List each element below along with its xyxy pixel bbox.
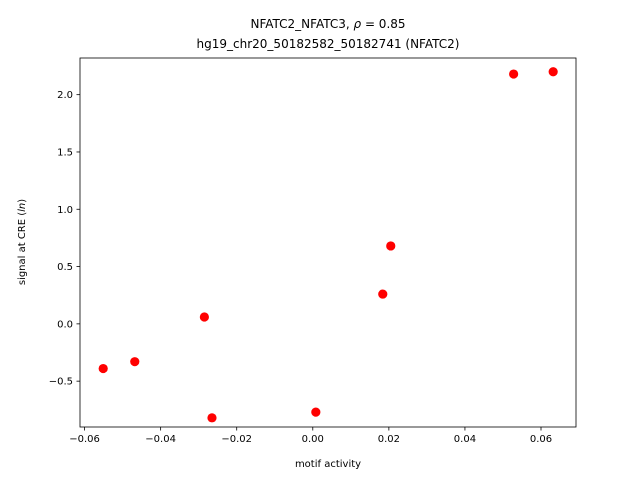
y-axis-label: signal at CRE (ln) [17, 199, 28, 285]
y-tick-label: 1.5 [57, 147, 73, 158]
data-point [386, 241, 396, 251]
x-tick-label: 0.04 [454, 434, 476, 445]
plot-frame [79, 57, 577, 428]
x-tick-label: −0.02 [221, 434, 252, 445]
data-point [311, 407, 321, 417]
y-tick-label: 2.0 [57, 90, 73, 101]
data-point [207, 413, 217, 423]
x-tick-label: −0.04 [145, 434, 176, 445]
data-point [378, 289, 388, 299]
x-tick-label: 0.00 [302, 434, 324, 445]
y-tick-label: 1.0 [57, 205, 73, 216]
data-point [509, 69, 519, 79]
points-layer [98, 67, 558, 423]
data-point [130, 357, 140, 367]
chart-title-line2: hg19_chr20_50182582_50182741 (NFATC2) [197, 37, 460, 51]
data-point [98, 363, 108, 374]
chart-title-line1: NFATC2_NFATC3, ρ = 0.85 [250, 17, 405, 31]
x-tick-label: 0.02 [378, 434, 400, 445]
y-tick-label: 0.0 [57, 319, 73, 330]
x-tick-label: −0.06 [69, 434, 100, 445]
x-tick-label: 0.06 [530, 434, 552, 445]
x-axis-label: motif activity [295, 459, 361, 470]
data-point [548, 67, 558, 77]
y-tick-label: −0.5 [49, 377, 73, 388]
y-tick-label: 0.5 [57, 262, 73, 273]
ticks-layer: −0.06 −0.04 −0.02 0.00 0.02 0.04 0.06 −0.5 0.0 0.… [49, 90, 552, 445]
data-point [199, 312, 209, 322]
